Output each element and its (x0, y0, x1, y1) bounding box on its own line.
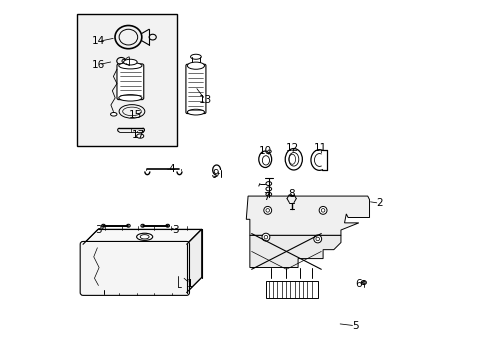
Ellipse shape (265, 208, 269, 212)
Bar (265, 281, 317, 298)
Text: 9: 9 (211, 168, 218, 179)
Ellipse shape (100, 280, 108, 287)
Ellipse shape (119, 95, 142, 101)
Text: 15: 15 (129, 110, 142, 120)
Text: 17: 17 (131, 130, 145, 140)
Ellipse shape (289, 197, 293, 200)
Ellipse shape (119, 63, 142, 69)
Polygon shape (249, 235, 340, 267)
Ellipse shape (265, 181, 271, 185)
Text: 4: 4 (167, 164, 174, 174)
Ellipse shape (165, 224, 169, 227)
Ellipse shape (187, 109, 204, 115)
Ellipse shape (315, 237, 319, 241)
Text: 3: 3 (95, 225, 102, 235)
Ellipse shape (264, 235, 267, 239)
Ellipse shape (267, 150, 271, 153)
Text: 2: 2 (375, 198, 382, 208)
Ellipse shape (263, 206, 271, 214)
FancyBboxPatch shape (80, 242, 189, 296)
FancyBboxPatch shape (185, 64, 205, 113)
Ellipse shape (265, 192, 271, 196)
Ellipse shape (265, 187, 271, 191)
Text: 6: 6 (355, 279, 362, 289)
Ellipse shape (136, 134, 143, 138)
Ellipse shape (102, 224, 105, 227)
Ellipse shape (187, 62, 204, 69)
Ellipse shape (126, 224, 130, 227)
Polygon shape (83, 229, 201, 244)
Text: 5: 5 (351, 321, 358, 331)
Ellipse shape (321, 208, 324, 212)
Ellipse shape (190, 54, 201, 59)
Ellipse shape (110, 112, 117, 116)
Ellipse shape (319, 206, 326, 214)
Text: 12: 12 (285, 143, 298, 153)
Bar (77, 14, 176, 146)
Text: 1: 1 (186, 279, 193, 289)
Text: 3: 3 (172, 225, 179, 235)
Ellipse shape (123, 59, 137, 65)
Text: 10: 10 (258, 146, 271, 156)
Polygon shape (246, 196, 369, 235)
Text: 13: 13 (198, 95, 211, 105)
Ellipse shape (262, 233, 269, 241)
FancyBboxPatch shape (117, 64, 143, 100)
Text: 14: 14 (92, 36, 105, 46)
Ellipse shape (136, 233, 152, 240)
Text: 11: 11 (313, 143, 326, 153)
Text: 7: 7 (262, 192, 269, 202)
Text: 16: 16 (92, 60, 105, 69)
Ellipse shape (140, 235, 149, 239)
Ellipse shape (313, 235, 321, 243)
Ellipse shape (361, 280, 366, 284)
Ellipse shape (141, 224, 144, 227)
Polygon shape (186, 229, 201, 293)
Text: 8: 8 (287, 189, 294, 199)
